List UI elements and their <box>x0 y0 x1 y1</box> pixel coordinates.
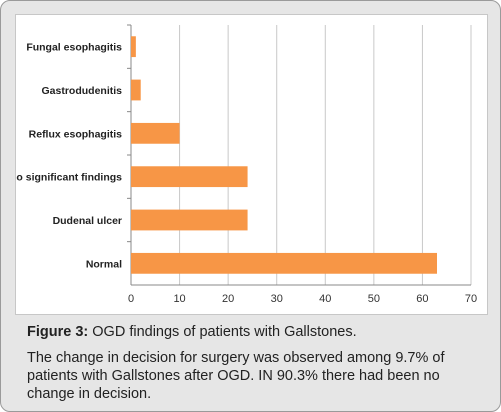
bar <box>131 79 141 101</box>
x-tick-label: 40 <box>319 293 331 305</box>
bar-chart: 0 10 20 30 40 50 60 70 Fungal esophagitis Gastrod… <box>16 24 477 305</box>
caption-description: The change in decision for surgery was o… <box>27 350 445 402</box>
x-tick-label: 50 <box>368 293 380 305</box>
chart-panel: 0 10 20 30 40 50 60 70 Fungal esophagitis Gastrod… <box>15 14 488 315</box>
category-label: No significant findings <box>16 172 122 184</box>
x-tick-label: 0 <box>128 293 134 305</box>
category-label: Fungal esophagitis <box>26 42 122 54</box>
x-tick-label: 20 <box>222 293 234 305</box>
bar <box>131 209 248 231</box>
category-label: Gastrodudenitis <box>41 85 122 97</box>
caption-title: OGD findings of patients with Gallstones… <box>92 324 357 340</box>
category-label: Normal <box>86 258 122 270</box>
bar <box>131 36 136 58</box>
x-tick-label: 60 <box>416 293 428 305</box>
x-tick-label: 70 <box>465 293 477 305</box>
x-tick-label: 10 <box>173 293 185 305</box>
category-label: Dudenal ulcer <box>53 215 122 227</box>
caption-title-line: Figure 3: OGD findings of patients with … <box>27 323 487 341</box>
figure-caption: Figure 3: OGD findings of patients with … <box>27 323 487 403</box>
category-label: Reflux esophagitis <box>29 128 123 140</box>
figure-label: Figure 3: <box>27 324 89 340</box>
bar <box>131 166 248 188</box>
bar <box>131 252 437 274</box>
bar <box>131 122 180 144</box>
x-tick-label: 30 <box>271 293 283 305</box>
